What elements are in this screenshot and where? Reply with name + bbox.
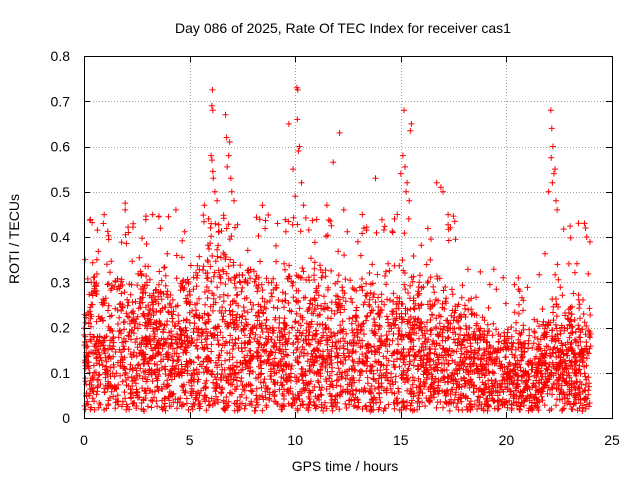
x-tick-label: 20	[499, 432, 515, 448]
x-tick-label: 25	[604, 432, 620, 448]
y-tick-label: 0.8	[51, 48, 71, 64]
y-axis-label: ROTI / TECUs	[6, 194, 22, 284]
y-tick-label: 0.1	[51, 365, 71, 381]
x-axis-label: GPS time / hours	[292, 458, 399, 474]
data-points	[81, 84, 594, 415]
y-tick-label: 0	[62, 410, 70, 426]
x-tick-label: 5	[186, 432, 194, 448]
y-tick-label: 0.5	[51, 184, 71, 200]
roti-points	[81, 84, 594, 415]
x-tick-label: 10	[287, 432, 303, 448]
y-tick-label: 0.7	[51, 93, 71, 109]
y-tick-label: 0.2	[51, 320, 71, 336]
grid	[84, 56, 612, 418]
axis-ticks: 0 5 10 15 20 25 0 0.1 0.2 0.3 0.4 0.5 0.6 0.7 0.8	[51, 48, 620, 448]
y-tick-label: 0.3	[51, 274, 71, 290]
x-tick-label: 0	[80, 432, 88, 448]
chart-title: Day 086 of 2025, Rate Of TEC Index for r…	[175, 20, 511, 36]
y-tick-label: 0.6	[51, 139, 71, 155]
x-tick-label: 15	[393, 432, 409, 448]
y-tick-label: 0.4	[51, 229, 71, 245]
